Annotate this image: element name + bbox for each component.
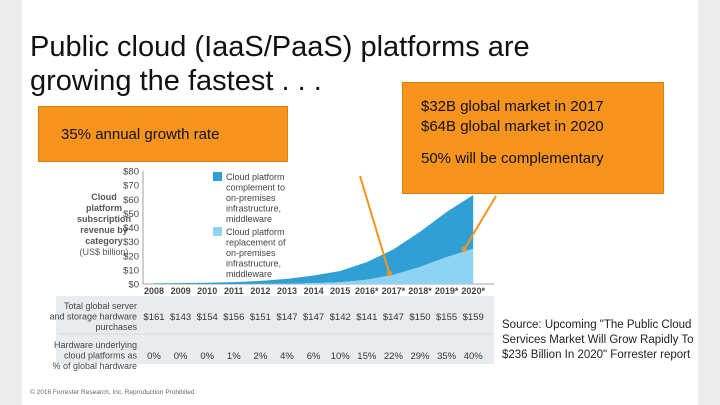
market-2020-text: $64B global market in 2020: [421, 118, 604, 135]
growth-rate-callout: 35% annual growth rate: [38, 106, 288, 162]
table-cell: 35%: [437, 351, 457, 362]
x-tick-label: 2019*: [435, 286, 459, 296]
growth-rate-text: 35% annual growth rate: [61, 126, 220, 143]
table-cell: 1%: [227, 351, 241, 362]
x-tick-label: 2016*: [355, 286, 379, 296]
y-tick-label: $80: [123, 167, 139, 178]
y-axis-title-line: revenue by: [80, 225, 128, 235]
table-row-label: Total global server: [64, 301, 137, 311]
market-size-callout: $32B global market in 2017 $64B global m…: [402, 82, 664, 194]
x-tick-label: 2018*: [408, 286, 432, 296]
y-tick-labels: $80 $70 $60 $50 $40 $30 $20 $10 $0: [123, 167, 139, 291]
y-tick-label: $70: [123, 181, 139, 192]
table-cell: $143: [170, 312, 191, 323]
table-cell: 29%: [410, 351, 430, 362]
table-cell: $150: [409, 312, 430, 323]
y-tick-label: $60: [123, 195, 139, 206]
copyright-footer: © 2016 Forrester Research, Inc. Reproduc…: [30, 389, 195, 396]
y-axis-title-line: Cloud: [91, 192, 117, 202]
table-cell: $155: [436, 312, 457, 323]
left-margin-rail: [0, 0, 22, 405]
table-cell: 40%: [464, 351, 484, 362]
table-cell: $142: [330, 312, 351, 323]
table-cell: 6%: [307, 351, 321, 362]
table-cell: 0%: [174, 351, 188, 362]
y-tick-label: $30: [123, 237, 139, 248]
complementary-text: 50% will be complementary: [421, 150, 604, 167]
legend-label-line: infrastructure,: [226, 259, 281, 269]
x-tick-label: 2011: [224, 286, 244, 296]
slide-title-line-2: growing the fastest . . .: [30, 65, 322, 97]
source-note: Source: Upcoming "The Public Cloud Servi…: [502, 319, 694, 361]
x-tick-label: 2012: [250, 286, 270, 296]
market-2017-text: $32B global market in 2017: [421, 98, 604, 115]
y-tick-label: $10: [123, 265, 139, 276]
table-cell: 2%: [254, 351, 268, 362]
y-axis-title-line: (US$ billion): [79, 247, 128, 257]
legend-label-line: on-premises: [226, 193, 276, 203]
x-tick-label: 2009: [171, 286, 191, 296]
table-cell: 22%: [384, 351, 404, 362]
legend-label-line: replacement of: [226, 238, 286, 248]
table-row-label: and storage hardware: [49, 312, 137, 322]
table-cell: $156: [223, 312, 244, 323]
x-tick-label: 2020*: [461, 286, 485, 296]
y-axis-title-line: subscription: [77, 214, 131, 224]
table-cell: $159: [463, 312, 484, 323]
table-cell: $141: [356, 312, 377, 323]
x-tick-label: 2008: [144, 286, 164, 296]
table-row-label: % of global hardware: [52, 361, 137, 371]
x-tick-label: 2010: [197, 286, 217, 296]
x-tick-label: 2013: [277, 286, 297, 296]
table-cell: $147: [276, 312, 297, 323]
x-tick-labels: 2008 2009 2010 2011 2012 2013 2014 2015 2016* 201…: [144, 286, 485, 296]
right-margin-rail: [698, 0, 720, 405]
x-tick-label: 2015: [330, 286, 350, 296]
table-row-label: cloud platforms as: [64, 351, 138, 361]
legend-label-line: Cloud platform: [226, 172, 285, 182]
y-axis-title-line: category: [85, 236, 123, 246]
table-cell: 15%: [357, 351, 377, 362]
y-tick-label: $40: [123, 223, 139, 234]
legend-label-line: middleware: [226, 269, 272, 279]
slide-title-line-1: Public cloud (IaaS/PaaS) platforms are: [30, 31, 530, 63]
y-tick-label: $0: [128, 280, 139, 291]
table-cell: $161: [143, 312, 164, 323]
legend-label-line: Cloud platform: [226, 227, 285, 237]
table-cell: 10%: [331, 351, 351, 362]
legend-label-line: complement to: [226, 183, 285, 193]
table-cell: 0%: [147, 351, 161, 362]
area-cloud-replacement: [154, 248, 474, 284]
table-cell: 0%: [200, 351, 214, 362]
table-row-label: purchases: [95, 322, 137, 332]
x-tick-label: 2014: [304, 286, 324, 296]
table-cell: $147: [303, 312, 324, 323]
legend-swatch: [213, 172, 222, 181]
y-tick-label: $20: [123, 251, 139, 262]
slide-title: Public cloud (IaaS/PaaS) platforms are g…: [30, 30, 670, 98]
legend-swatch: [213, 227, 222, 236]
y-tick-label: $50: [123, 209, 139, 220]
legend-label-line: infrastructure,: [226, 204, 281, 214]
area-cloud-complement: [154, 195, 474, 284]
x-tick-label: 2017*: [382, 286, 406, 296]
legend-label-line: middleware: [226, 214, 272, 224]
y-axis-title-line: platform: [86, 203, 122, 213]
legend-label-line: on-premises: [226, 248, 276, 258]
chart-table-band: [56, 296, 494, 364]
table-cell: $154: [197, 312, 218, 323]
table-cell: $147: [383, 312, 404, 323]
table-cell: $151: [250, 312, 271, 323]
table-row-label: Hardware underlying: [54, 340, 137, 350]
table-cell: 4%: [280, 351, 294, 362]
